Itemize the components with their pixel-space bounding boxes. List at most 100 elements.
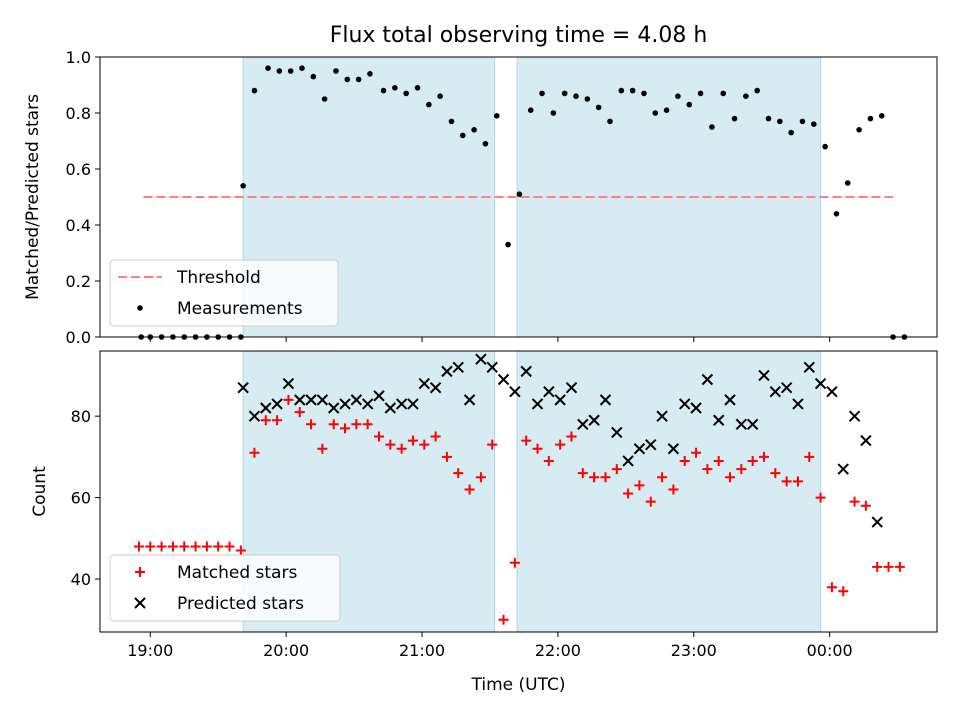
x-tick-label: 00:00 xyxy=(807,641,853,660)
x-tick-label: 19:00 xyxy=(127,641,173,660)
measurement-point xyxy=(482,141,489,147)
matched-star-marker xyxy=(736,464,747,475)
measurement-point xyxy=(641,90,647,97)
y-tick-label: 0.0 xyxy=(66,328,91,347)
x-axis-label: Time (UTC) xyxy=(471,675,566,695)
matched-star-marker xyxy=(815,492,826,503)
predicted-star-marker xyxy=(758,369,770,382)
y-tick-label: 80 xyxy=(71,407,91,426)
matched-star-marker xyxy=(419,439,430,450)
measurement-point xyxy=(777,118,783,125)
matched-star-marker xyxy=(156,541,167,552)
predicted-star-marker xyxy=(543,386,555,398)
measurement-point xyxy=(811,121,817,127)
predicted-star-marker xyxy=(339,398,351,410)
predicted-star-marker xyxy=(509,386,521,398)
legend-matched-swatch xyxy=(135,567,145,577)
matched-star-marker xyxy=(167,541,178,552)
matched-star-marker xyxy=(623,488,634,499)
measurement-point xyxy=(265,65,271,71)
matched-star-marker xyxy=(133,541,144,552)
predicted-star-marker xyxy=(792,398,804,410)
legend-measurement-swatch xyxy=(137,305,143,311)
chart-title: Flux total observing time = 4.08 h xyxy=(330,23,708,48)
matched-star-marker xyxy=(453,468,464,479)
measurement-point xyxy=(251,87,258,94)
matched-star-marker xyxy=(883,561,894,572)
matched-star-marker xyxy=(600,472,611,483)
measurement-point xyxy=(287,68,294,74)
measurement-point xyxy=(459,132,466,139)
matched-star-marker xyxy=(860,500,871,511)
matched-star-marker xyxy=(430,431,441,442)
matched-star-marker xyxy=(235,545,246,556)
measurement-point xyxy=(799,118,806,125)
matched-star-marker xyxy=(385,439,396,450)
matched-star-marker xyxy=(283,394,294,405)
predicted-star-marker xyxy=(271,398,283,410)
measurement-point xyxy=(550,110,557,116)
predicted-star-marker xyxy=(667,443,680,455)
matched-star-marker xyxy=(306,419,317,430)
predicted-star-marker xyxy=(611,426,623,439)
measurement-point xyxy=(652,110,659,116)
measurement-point xyxy=(367,71,373,77)
predicted-star-marker xyxy=(463,394,476,406)
matched-star-marker xyxy=(487,439,498,450)
predicted-star-marker xyxy=(690,402,702,414)
y-tick-label: 0.8 xyxy=(66,104,91,123)
x-tick-label: 22:00 xyxy=(535,641,581,660)
matched-star-marker xyxy=(340,423,351,434)
predicted-star-marker xyxy=(328,402,340,414)
predicted-star-marker xyxy=(384,402,397,414)
predicted-star-marker xyxy=(486,361,498,373)
matched-star-marker xyxy=(317,443,328,454)
measurement-point xyxy=(663,107,670,113)
predicted-star-marker xyxy=(712,414,725,426)
predicted-star-marker xyxy=(316,394,329,406)
matched-star-marker xyxy=(589,472,600,483)
measurement-point xyxy=(403,90,409,97)
predicted-star-marker xyxy=(780,381,793,394)
measurement-point xyxy=(629,87,636,94)
y-axis-label: Matched/Predicted stars xyxy=(23,94,43,300)
matched-star-marker xyxy=(725,472,736,483)
legend-predicted-label: Predicted stars xyxy=(177,594,304,614)
y-tick-label: 0.2 xyxy=(66,272,91,291)
matched-star-marker xyxy=(713,455,724,466)
predicted-star-marker xyxy=(735,418,748,431)
measurement-point xyxy=(584,96,591,102)
measurement-point xyxy=(426,101,432,108)
axes-frame xyxy=(99,350,938,633)
measurement-point xyxy=(878,113,885,119)
predicted-star-marker xyxy=(577,418,589,431)
matched-star-marker xyxy=(555,439,566,450)
measurement-point xyxy=(561,90,568,97)
predicted-star-marker xyxy=(860,434,872,447)
measurement-point xyxy=(743,93,749,99)
measurement-point xyxy=(731,115,738,122)
top-panel: 0.0 0.2 0.4 0.6 0.8 1.0 Matched/Predicted star… xyxy=(23,23,938,347)
measurement-point xyxy=(788,129,794,136)
matched-star-marker xyxy=(260,415,271,426)
y-tick-label: 1.0 xyxy=(66,48,91,67)
predicted-star-marker xyxy=(656,410,668,422)
measurement-point xyxy=(686,101,693,108)
y-tick-label: 0.6 xyxy=(66,160,91,179)
measurement-point xyxy=(697,90,704,97)
predicted-star-marker xyxy=(441,365,453,378)
predicted-star-marker xyxy=(373,390,385,402)
predicted-star-marker xyxy=(599,394,612,406)
measurement-point xyxy=(527,107,534,113)
predicted-star-marker xyxy=(497,373,510,386)
predicted-star-marker xyxy=(837,463,849,475)
measurement-point xyxy=(414,85,421,91)
measurement-point xyxy=(822,143,828,150)
measurement-point xyxy=(754,87,760,94)
matched-star-marker xyxy=(611,464,622,475)
predicted-star-marker xyxy=(418,377,430,390)
measurement-point xyxy=(276,68,283,74)
matched-star-marker xyxy=(294,407,305,418)
measurement-point xyxy=(573,93,579,99)
predicted-star-marker xyxy=(701,373,714,386)
